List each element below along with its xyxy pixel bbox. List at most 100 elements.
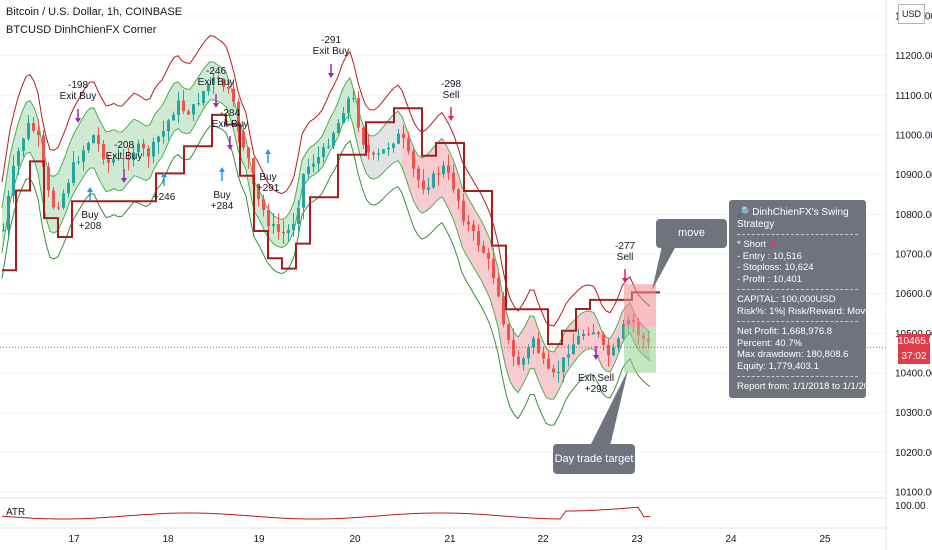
candle-body <box>587 334 590 336</box>
buy-arrowhead-icon <box>219 167 225 172</box>
candle-body <box>82 150 85 162</box>
signal-label: Exit Buy <box>198 77 235 88</box>
candle-body <box>372 152 375 155</box>
exit-arrowhead-icon <box>75 118 81 123</box>
candle-body <box>202 91 205 104</box>
position-row: * Short ▼ <box>737 239 779 250</box>
candle-body <box>117 158 120 160</box>
candle-body <box>287 229 290 234</box>
divider <box>737 234 858 235</box>
price-tick-label: 11200.00 <box>895 51 932 62</box>
candle-body <box>517 356 520 365</box>
candle-body <box>312 163 315 167</box>
signal-label: +298 <box>585 384 608 395</box>
candle-body <box>422 180 425 190</box>
signal-label: -208 <box>114 140 134 151</box>
candle-body <box>282 231 285 234</box>
move-stoploss-pointer <box>652 246 676 290</box>
candle-body <box>337 122 340 134</box>
currency-label[interactable]: USD <box>898 4 925 24</box>
current-price-tag: 10465.01 <box>898 334 932 349</box>
candle-body <box>527 347 530 359</box>
time-tick-label: 20 <box>349 534 361 545</box>
candle-body <box>522 358 525 365</box>
candle-body <box>562 357 565 373</box>
candle-body <box>577 335 580 345</box>
time-tick-label: 19 <box>253 534 265 545</box>
divider <box>737 321 858 322</box>
exit-arrowhead-icon <box>121 178 127 183</box>
chart-title: Bitcoin / U.S. Dollar, 1h, COINBASE <box>6 6 183 18</box>
candle-body <box>182 100 185 112</box>
candle-body <box>297 207 300 225</box>
signal-label: Exit Buy <box>60 91 97 102</box>
candle-body <box>362 127 365 145</box>
candle-body <box>567 354 570 358</box>
trailing-stop-line <box>2 107 660 346</box>
candle-body <box>432 173 435 188</box>
candle-body <box>262 199 265 211</box>
candle-body <box>17 150 20 166</box>
candle-body <box>232 88 235 102</box>
candle-body <box>602 334 605 345</box>
candle-body <box>157 136 160 142</box>
candle-body <box>222 79 225 87</box>
band-bear <box>402 116 650 400</box>
price-tick-label: 10900.00 <box>895 170 932 181</box>
candle-body <box>452 172 455 190</box>
price-tick-label: 10400.00 <box>895 369 932 380</box>
signal-label: -291 <box>321 35 341 46</box>
candle-body <box>172 114 175 121</box>
candle-body <box>357 98 360 128</box>
candle-body <box>482 245 485 253</box>
outer-upper-line <box>1 35 651 327</box>
candle-body <box>192 104 195 115</box>
candle-body <box>597 332 600 335</box>
atr-axis-label: 100.00 <box>895 501 926 512</box>
candle-body <box>247 147 250 159</box>
candle-body <box>412 151 415 169</box>
max-drawdown-row: Max drawdown: 180,808.6 <box>737 349 849 360</box>
price-tick-label: 10800.00 <box>895 210 932 221</box>
magnifier-icon: 🔎 <box>737 207 750 218</box>
candle-body <box>187 111 190 115</box>
stoploss-zone <box>624 284 656 327</box>
signal-label: Exit Buy <box>106 151 143 162</box>
candle-body <box>352 98 355 100</box>
time-tick-label: 22 <box>537 534 549 545</box>
candle-body <box>367 144 370 153</box>
candle-body <box>512 340 515 357</box>
candle-body <box>97 135 100 144</box>
time-tick-label: 23 <box>631 534 643 545</box>
candle-body <box>27 123 30 139</box>
exit-arrowhead-icon <box>593 355 599 360</box>
candle-body <box>547 358 550 369</box>
candle-body <box>177 100 180 115</box>
atr-panel: ATR 100.00 <box>0 497 926 520</box>
candle-body <box>42 135 45 168</box>
atr-label: ATR <box>6 507 25 518</box>
strategy-panel: 🔎 DinhChienFX's Swing Strategy * Short ▼… <box>729 200 893 398</box>
candle-body <box>52 190 55 208</box>
candle-body <box>502 296 505 325</box>
candle-body <box>437 173 440 175</box>
candle-body <box>557 372 560 374</box>
signal-label: Buy <box>259 172 276 183</box>
candle-body <box>342 113 345 123</box>
profit-row: - Profit : 10,401 <box>737 273 802 285</box>
candles <box>2 73 650 383</box>
price-tick-label: 10300.00 <box>895 408 932 419</box>
candle-body <box>267 210 270 227</box>
signal-label: +208 <box>79 221 102 232</box>
candle-body <box>542 352 545 359</box>
indicator-name[interactable]: BTCUSD DinhChienFX Corner <box>6 24 157 36</box>
strategy-title-text: DinhChienFX's Swing Strategy <box>737 207 849 230</box>
candle-body <box>7 195 10 231</box>
band-neutral <box>358 108 402 180</box>
candle-body <box>37 130 40 136</box>
candle-body <box>322 147 325 158</box>
sell-arrowhead-icon <box>448 116 454 121</box>
candle-body <box>217 77 220 80</box>
candle-body <box>152 141 155 157</box>
